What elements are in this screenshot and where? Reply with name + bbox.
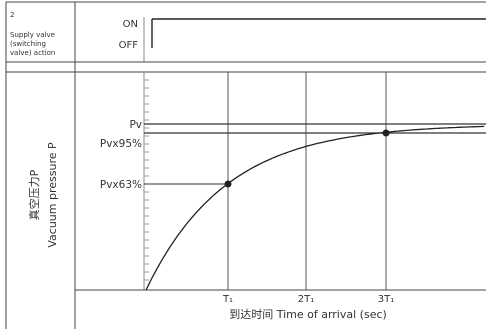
x-tick-2t1: 2T₁	[298, 294, 314, 305]
level-label-pv: Pv	[129, 119, 142, 131]
level-label-pv63: Pvx63%	[100, 179, 142, 191]
level-label-pv95: Pvx95%	[100, 138, 142, 150]
marker-3t1	[382, 129, 390, 137]
x-tick-t1: T₁	[222, 294, 233, 305]
x-tick-3t1: 3T₁	[378, 294, 394, 305]
marker-t1	[224, 180, 232, 188]
x-axis-label: 到达时间 Time of arrival (sec)	[229, 308, 387, 321]
valve-label-line-1: Supply valve	[10, 31, 55, 39]
y-minor-ticks	[144, 79, 149, 281]
valve-panel: 2 Supply valve (switching valve) action …	[10, 11, 486, 62]
pressure-curve	[145, 125, 485, 291]
valve-label-line-2: (switching	[10, 40, 46, 48]
valve-off-label: OFF	[119, 40, 139, 51]
chart: Pv Pvx95% Pvx63% T₁ 2T₁ 3T₁ 到达时间 Time of…	[75, 72, 486, 321]
y-axis-label-en: Vacuum pressure P	[46, 142, 59, 248]
y-axis-label-cn: 真空压力P	[27, 169, 41, 220]
valve-on-label: ON	[123, 19, 138, 30]
y-axis-label: 真空压力P Vacuum pressure P	[27, 142, 59, 248]
valve-index: 2	[10, 11, 14, 19]
valve-label-line-3: valve) action	[10, 49, 55, 57]
